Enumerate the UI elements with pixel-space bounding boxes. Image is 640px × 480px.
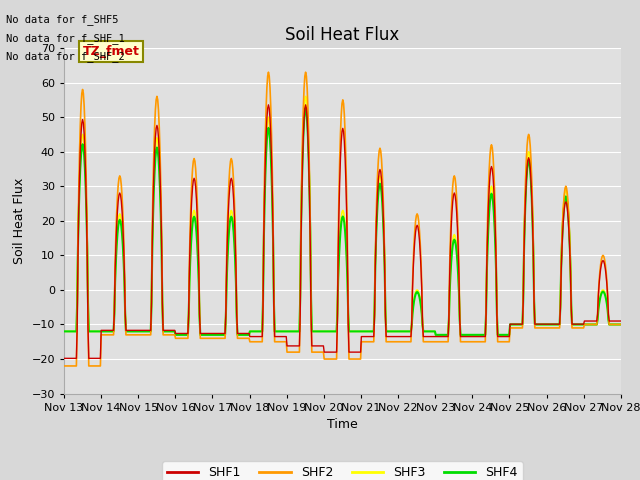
X-axis label: Time: Time bbox=[327, 418, 358, 431]
Text: No data for f_SHF_2: No data for f_SHF_2 bbox=[6, 51, 125, 62]
Text: No data for f_SHF_1: No data for f_SHF_1 bbox=[6, 33, 125, 44]
Y-axis label: Soil Heat Flux: Soil Heat Flux bbox=[13, 178, 26, 264]
Text: No data for f_SHF5: No data for f_SHF5 bbox=[6, 14, 119, 25]
Title: Soil Heat Flux: Soil Heat Flux bbox=[285, 25, 399, 44]
Legend: SHF1, SHF2, SHF3, SHF4: SHF1, SHF2, SHF3, SHF4 bbox=[162, 461, 523, 480]
Text: TZ_fmet: TZ_fmet bbox=[83, 45, 140, 58]
